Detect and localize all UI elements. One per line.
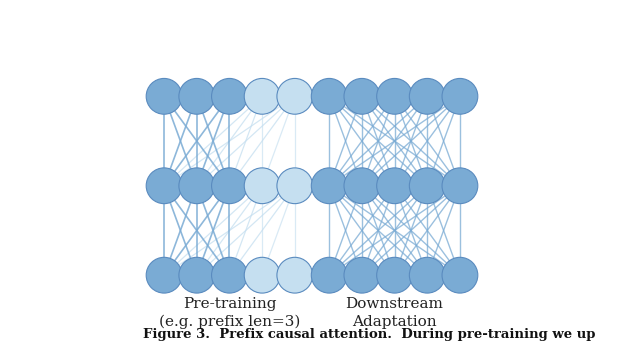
Circle shape — [409, 257, 445, 293]
Circle shape — [344, 168, 380, 204]
Text: Downstream: Downstream — [346, 298, 444, 311]
Circle shape — [244, 257, 280, 293]
Circle shape — [409, 78, 445, 114]
Text: Adaptation: Adaptation — [352, 315, 437, 329]
Circle shape — [146, 78, 182, 114]
Circle shape — [179, 78, 215, 114]
Circle shape — [179, 168, 215, 204]
Circle shape — [409, 168, 445, 204]
Circle shape — [377, 168, 412, 204]
Circle shape — [277, 257, 313, 293]
Circle shape — [442, 78, 478, 114]
Circle shape — [212, 168, 247, 204]
Circle shape — [311, 168, 347, 204]
Circle shape — [146, 168, 182, 204]
Circle shape — [311, 78, 347, 114]
Circle shape — [277, 78, 313, 114]
Circle shape — [212, 78, 247, 114]
Text: Figure 3.  Prefix causal attention.  During pre-training we up: Figure 3. Prefix causal attention. Durin… — [144, 327, 596, 341]
Circle shape — [244, 78, 280, 114]
Circle shape — [146, 257, 182, 293]
Circle shape — [179, 257, 215, 293]
Text: (e.g. prefix len=3): (e.g. prefix len=3) — [158, 314, 300, 329]
Circle shape — [212, 257, 247, 293]
Text: Pre-training: Pre-training — [183, 298, 276, 311]
Circle shape — [344, 78, 380, 114]
Circle shape — [377, 257, 412, 293]
Circle shape — [311, 257, 347, 293]
Circle shape — [244, 168, 280, 204]
Circle shape — [377, 78, 412, 114]
Circle shape — [277, 168, 313, 204]
Circle shape — [344, 257, 380, 293]
Circle shape — [442, 257, 478, 293]
Circle shape — [442, 168, 478, 204]
